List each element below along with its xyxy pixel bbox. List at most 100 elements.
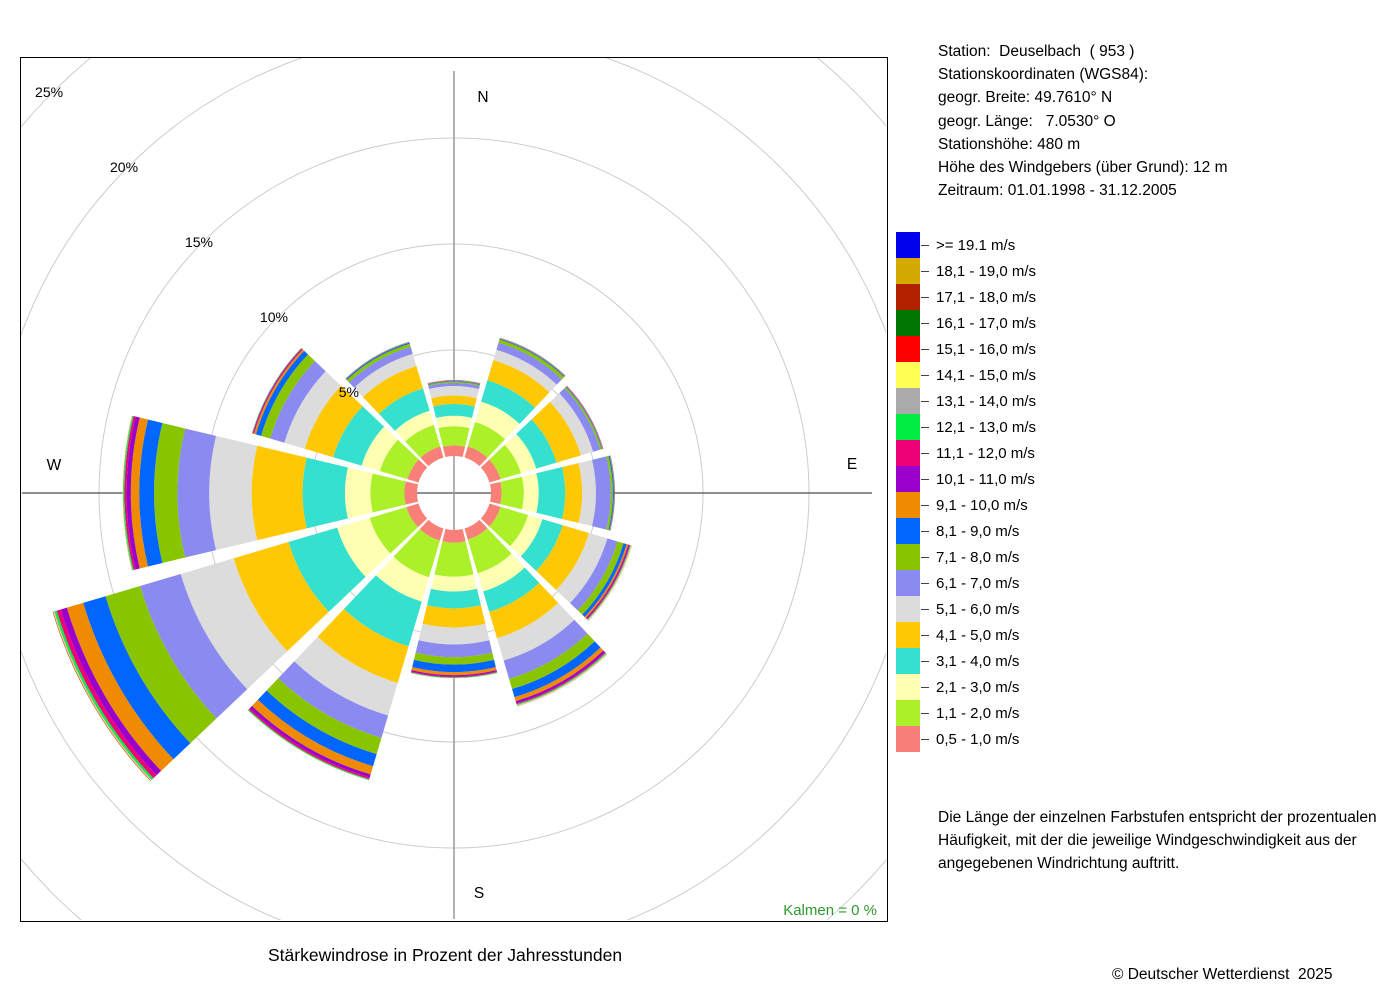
sector-ENE-bin5: [550, 393, 594, 456]
legend-color-swatch: [896, 414, 920, 440]
legend-color-swatch: [896, 232, 920, 258]
legend-color-swatch: [896, 492, 920, 518]
sector-NNW-bin6: [348, 346, 413, 388]
ring-labels: 5% 10% 15% 20% 25%: [35, 84, 359, 400]
station-info-block: Station: Deuselbach ( 953 ) Stationskoord…: [938, 40, 1227, 202]
ring-label-15pct: 15%: [185, 234, 213, 250]
station-info-line: Stationskoordinaten (WGS84):: [938, 66, 1149, 84]
legend-tick: [921, 270, 929, 272]
sector-N-bin12: [427, 380, 481, 384]
legend-item: 8,1 - 9,0 m/s: [896, 518, 1036, 544]
sector-WNW-bin8: [255, 350, 308, 436]
sector-S-bin3: [427, 588, 481, 609]
legend-tick: [921, 374, 929, 376]
legend-label: 16,1 - 17,0 m/s: [936, 314, 1037, 332]
legend-tick: [921, 556, 929, 558]
sector-NNE-bin3: [481, 380, 535, 424]
sector-SSE-bin1: [467, 528, 512, 574]
sector-SSE-bin3: [483, 567, 540, 612]
legend-item: 10,1 - 11,0 m/s: [896, 466, 1036, 492]
sector-S-bin7: [413, 652, 495, 665]
legend-item: 4,1 - 5,0 m/s: [896, 622, 1036, 648]
sector-S-bin2: [431, 574, 477, 592]
sector-E-bin0: [489, 481, 502, 505]
sector-W-bin12: [123, 415, 134, 571]
sector-WNW-bin3: [333, 406, 385, 466]
legend-tick: [921, 296, 929, 298]
sector-NNW-bin7: [346, 343, 411, 383]
sector-W-bin14: [122, 415, 132, 571]
sector-ESE-bin3: [520, 519, 563, 572]
sector-S-bin6: [415, 640, 493, 658]
sector-WNW-bin5: [284, 371, 342, 449]
legend-label: 15,1 - 16,0 m/s: [936, 340, 1037, 358]
sector-S-bin13: [410, 672, 498, 679]
legend-label: >= 19.1 m/s: [936, 236, 1016, 254]
sector-W-bin11: [124, 416, 136, 570]
compass-east-label: E: [847, 456, 857, 473]
sector-NNE-bin5: [493, 349, 557, 393]
sector-SSW-bin9: [251, 699, 374, 775]
sector-SSE-bin5: [497, 602, 575, 661]
explanation-line: Häufigkeit, mit der die jeweilige Windge…: [938, 832, 1357, 850]
legend-color-swatch: [896, 544, 920, 570]
legend-color-swatch: [896, 726, 920, 752]
sector-ENE-bin1: [489, 444, 521, 480]
sector-NNW-bin4: [362, 366, 424, 414]
sector-W-bin5: [209, 435, 258, 551]
sector-N-bin10: [427, 380, 481, 384]
sector-W-bin13: [122, 415, 133, 571]
sector-SSE-bin8: [512, 641, 601, 698]
calms-label: Kalmen = 0 %: [783, 902, 877, 919]
sector-WSW-bin1: [369, 507, 418, 554]
sector-W-bin3: [302, 457, 348, 529]
compass-north-label: N: [477, 89, 488, 106]
sector-WNW-bin4: [304, 385, 363, 458]
legend-label: 1,1 - 2,0 m/s: [936, 704, 1020, 722]
legend-item: 17,1 - 18,0 m/s: [896, 284, 1036, 310]
legend-label: 10,1 - 11,0 m/s: [936, 470, 1035, 488]
legend-item: >= 19.1 m/s: [896, 232, 1036, 258]
sector-ESE-bin0: [480, 503, 501, 527]
sector-S-bin1: [434, 541, 474, 577]
legend-label: 4,1 - 5,0 m/s: [936, 626, 1020, 644]
legend-color-swatch: [896, 388, 920, 414]
sector-NNE-bin4: [487, 359, 550, 408]
explanation-line: angegebenen Windrichtung auftritt.: [938, 855, 1180, 873]
legend-item: 11,1 - 12,0 m/s: [896, 440, 1036, 466]
sector-S-bin4: [422, 605, 486, 628]
legend-item: 18,1 - 19,0 m/s: [896, 258, 1036, 284]
sector-S-bin12: [410, 672, 498, 678]
windrose-sectors: [52, 337, 632, 782]
sector-WSW-bin3: [288, 527, 366, 612]
legend-item: 16,1 - 17,0 m/s: [896, 310, 1036, 336]
sector-WNW-bin2: [361, 426, 398, 472]
sector-N-bin5: [429, 386, 479, 399]
legend-item: 2,1 - 3,0 m/s: [896, 674, 1036, 700]
legend-item: 7,1 - 8,0 m/s: [896, 544, 1036, 570]
windrose-plot: 5% 10% 15% 20% 25% N E S W Kalmen = 0 %: [20, 57, 888, 922]
legend-color-swatch: [896, 648, 920, 674]
legend-tick: [921, 244, 929, 246]
ring-label-20pct: 20%: [110, 159, 138, 175]
legend-tick: [921, 686, 929, 688]
legend-item: 15,1 - 16,0 m/s: [896, 336, 1036, 362]
ring-label-25pct: 25%: [35, 84, 63, 100]
sector-ESE-bin8: [582, 543, 627, 617]
sector-NNW-bin3: [378, 388, 430, 431]
sector-W-bin7: [154, 422, 186, 564]
sector-SSW-bin3: [343, 575, 422, 647]
sector-NNW-bin1: [405, 425, 441, 458]
sector-E-bin12: [610, 455, 616, 531]
sector-E-bin7: [606, 455, 613, 531]
legend-item: 0,5 - 1,0 m/s: [896, 726, 1036, 752]
legend-tick: [921, 400, 929, 402]
legend-color-swatch: [896, 310, 920, 336]
sector-N-bin0: [442, 445, 466, 458]
legend-label: 0,5 - 1,0 m/s: [936, 730, 1020, 748]
legend-color-swatch: [896, 362, 920, 388]
sector-S-bin8: [412, 659, 496, 673]
sector-S-bin11: [410, 671, 498, 678]
sector-SSW-bin1: [393, 529, 440, 578]
legend-label: 17,1 - 18,0 m/s: [936, 288, 1037, 306]
